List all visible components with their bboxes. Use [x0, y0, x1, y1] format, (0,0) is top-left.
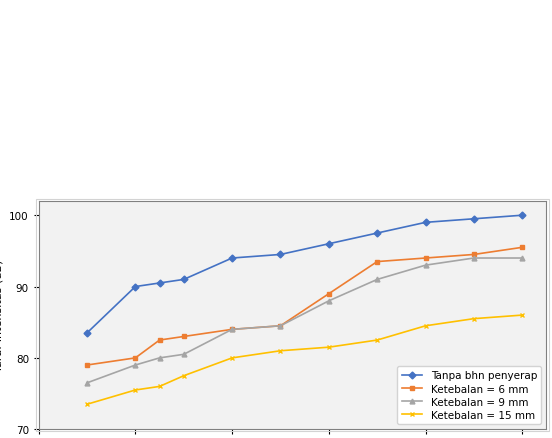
Legend: Tanpa bhn penyerap, Ketebalan = 6 mm, Ketebalan = 9 mm, Ketebalan = 15 mm: Tanpa bhn penyerap, Ketebalan = 6 mm, Ke…: [397, 367, 542, 424]
Ketebalan = 9 mm: [132, 363, 139, 368]
Line: Ketebalan = 9 mm: Ketebalan = 9 mm: [84, 256, 525, 385]
Tanpa bhn penyerap: [132, 284, 139, 290]
Ketebalan = 15 mm: [156, 384, 163, 389]
Ketebalan = 6 mm: [132, 356, 139, 361]
Ketebalan = 15 mm: [422, 323, 429, 328]
Ketebalan = 9 mm: [519, 256, 526, 261]
Ketebalan = 9 mm: [422, 263, 429, 268]
Ketebalan = 15 mm: [326, 345, 332, 350]
Ketebalan = 6 mm: [277, 323, 284, 328]
Tanpa bhn penyerap: [471, 217, 477, 222]
Ketebalan = 9 mm: [374, 277, 380, 283]
Ketebalan = 9 mm: [229, 327, 235, 332]
Ketebalan = 9 mm: [326, 299, 332, 304]
Y-axis label: Taraf Intensitas (dB): Taraf Intensitas (dB): [0, 259, 4, 371]
Tanpa bhn penyerap: [519, 213, 526, 219]
Ketebalan = 6 mm: [422, 256, 429, 261]
Tanpa bhn penyerap: [374, 231, 380, 236]
Ketebalan = 9 mm: [181, 352, 187, 357]
Ketebalan = 9 mm: [277, 323, 284, 328]
Tanpa bhn penyerap: [277, 252, 284, 258]
Tanpa bhn penyerap: [229, 256, 235, 261]
Ketebalan = 15 mm: [471, 316, 477, 321]
Line: Ketebalan = 6 mm: Ketebalan = 6 mm: [84, 245, 525, 367]
Tanpa bhn penyerap: [84, 331, 91, 336]
Tanpa bhn penyerap: [181, 277, 187, 283]
Ketebalan = 15 mm: [181, 373, 187, 378]
Ketebalan = 9 mm: [156, 356, 163, 361]
Ketebalan = 6 mm: [374, 259, 380, 265]
Ketebalan = 6 mm: [156, 338, 163, 343]
Ketebalan = 6 mm: [229, 327, 235, 332]
Ketebalan = 15 mm: [84, 402, 91, 407]
Ketebalan = 6 mm: [519, 245, 526, 251]
Ketebalan = 6 mm: [181, 334, 187, 339]
Ketebalan = 6 mm: [84, 363, 91, 368]
Ketebalan = 15 mm: [132, 388, 139, 393]
Line: Ketebalan = 15 mm: Ketebalan = 15 mm: [84, 313, 525, 407]
Line: Tanpa bhn penyerap: Tanpa bhn penyerap: [84, 213, 525, 336]
Ketebalan = 15 mm: [229, 356, 235, 361]
Tanpa bhn penyerap: [422, 220, 429, 226]
Ketebalan = 15 mm: [519, 313, 526, 318]
Tanpa bhn penyerap: [326, 242, 332, 247]
Ketebalan = 9 mm: [471, 256, 477, 261]
Ketebalan = 15 mm: [374, 338, 380, 343]
Tanpa bhn penyerap: [156, 281, 163, 286]
Ketebalan = 15 mm: [277, 348, 284, 353]
Ketebalan = 9 mm: [84, 380, 91, 385]
Ketebalan = 6 mm: [326, 291, 332, 297]
Ketebalan = 6 mm: [471, 252, 477, 258]
